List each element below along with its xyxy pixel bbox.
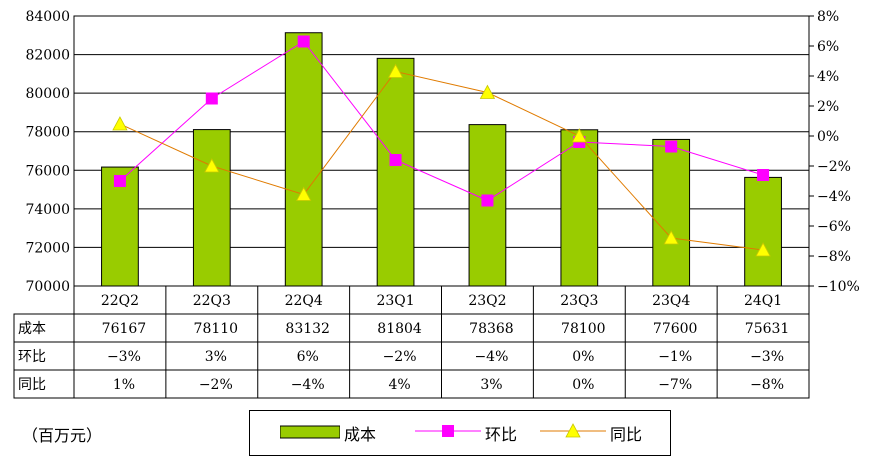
left-axis-tick-label: 84000	[25, 9, 70, 25]
chart-legend: 成本 环比 同比	[249, 410, 671, 456]
right-axis-tick-label: −2%	[817, 159, 851, 175]
point-qoq	[297, 35, 310, 48]
table-cell: −4%	[291, 377, 325, 393]
right-axis-tick-label: −4%	[817, 189, 851, 205]
legend-item-qoq: 环比	[415, 411, 517, 455]
legend-label-qoq: 环比	[485, 425, 518, 444]
point-yoy	[296, 186, 312, 201]
table-cell: 3%	[205, 349, 227, 365]
right-axis-tick-label: 8%	[817, 9, 839, 25]
table-cell: 4%	[388, 377, 410, 393]
table-row-label: 成本	[18, 321, 46, 337]
left-axis-tick-label: 70000	[25, 279, 70, 295]
series-line-yoy	[119, 70, 764, 251]
category-label: 23Q1	[376, 293, 414, 309]
legend-bar-swatch	[279, 424, 341, 443]
point-qoq	[665, 140, 678, 153]
table-cell: 6%	[297, 349, 319, 365]
table-row-label: 同比	[18, 377, 46, 393]
left-axis-tick-label: 76000	[25, 163, 70, 179]
category-label: 22Q4	[285, 293, 323, 309]
table-cell: 78100	[561, 321, 606, 337]
table-cell: 0%	[572, 349, 594, 365]
table-cell: 83132	[285, 321, 330, 337]
point-yoy	[663, 230, 679, 245]
point-yoy	[387, 63, 404, 78]
left-axis-tick-label: 82000	[25, 48, 70, 64]
legend-square-marker-icon	[415, 423, 481, 443]
category-label: 22Q2	[101, 293, 139, 309]
table-cell: −8%	[750, 377, 784, 393]
legend-label-cost: 成本	[344, 425, 377, 444]
right-axis-tick-label: 2%	[817, 99, 839, 115]
table-cell: 78110	[194, 321, 239, 337]
table-cell: 77600	[653, 321, 698, 337]
legend-item-yoy: 同比	[540, 411, 642, 455]
bar-cost	[284, 32, 323, 287]
category-label: 22Q3	[193, 293, 231, 309]
point-qoq	[205, 92, 218, 105]
table-cell: 76167	[102, 321, 147, 337]
table-cell: −3%	[750, 349, 784, 365]
bar-cost	[192, 129, 231, 287]
right-axis-tick-label: −10%	[817, 279, 860, 295]
legend-label-yoy: 同比	[610, 425, 643, 444]
bar-cost	[376, 57, 415, 287]
point-yoy	[755, 242, 771, 257]
category-label: 23Q2	[468, 293, 506, 309]
bar-cost	[744, 176, 782, 287]
table-cell: −1%	[658, 349, 692, 365]
category-label: 23Q4	[652, 293, 690, 309]
table-cell: −2%	[383, 349, 417, 365]
bar-cost	[101, 166, 139, 287]
right-axis-tick-label: 6%	[817, 39, 839, 55]
plot-area	[73, 15, 810, 287]
point-yoy	[204, 158, 220, 173]
unit-note: （百万元）	[22, 426, 103, 445]
point-qoq	[113, 175, 126, 187]
point-yoy	[112, 116, 128, 131]
right-axis-tick-label: 4%	[817, 69, 839, 85]
table-cell: −7%	[658, 377, 692, 393]
point-yoy	[571, 128, 587, 143]
right-axis-tick-label: −6%	[817, 219, 851, 235]
table-row-label: 环比	[18, 349, 46, 365]
series-line-qoq	[119, 40, 764, 202]
table-cell: −2%	[199, 377, 233, 393]
bar-cost	[652, 138, 691, 287]
legend-item-cost: 成本	[279, 411, 377, 455]
table-cell: 75631	[745, 321, 790, 337]
left-axis-tick-label: 78000	[25, 125, 70, 141]
left-axis-tick-label: 80000	[25, 86, 70, 102]
table-cell: 3%	[480, 377, 502, 393]
point-qoq	[481, 194, 494, 207]
point-qoq	[389, 154, 402, 166]
right-axis-tick-label: 0%	[817, 129, 839, 145]
table-cell: 81804	[377, 321, 422, 337]
point-yoy	[479, 84, 496, 99]
bar-cost	[560, 129, 599, 287]
table-cell: 0%	[572, 377, 594, 393]
left-axis-tick-label: 74000	[25, 202, 70, 218]
point-qoq	[757, 169, 770, 181]
table-cell: 1%	[113, 377, 135, 393]
right-axis-tick-label: −8%	[817, 249, 851, 265]
table-cell: −3%	[107, 349, 141, 365]
category-label: 23Q3	[560, 293, 598, 309]
category-label: 24Q1	[744, 293, 782, 309]
left-axis-tick-label: 72000	[25, 240, 70, 256]
table-cell: 78368	[469, 321, 514, 337]
legend-triangle-marker-icon	[540, 423, 606, 443]
table-cell: −4%	[474, 349, 508, 365]
